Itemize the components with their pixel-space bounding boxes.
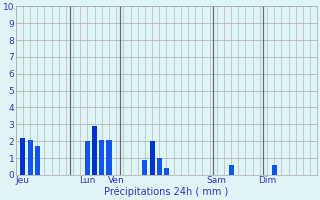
Bar [85,141,90,175]
Bar [35,146,40,175]
X-axis label: Précipitations 24h ( mm ): Précipitations 24h ( mm ) [104,187,228,197]
Bar [107,140,111,175]
Bar [92,126,97,175]
Bar [142,160,148,175]
Bar [164,168,169,175]
Bar [149,141,155,175]
Bar [99,140,104,175]
Bar [157,158,162,175]
Bar [272,165,277,175]
Bar [228,165,234,175]
Bar [28,140,33,175]
Bar [20,138,25,175]
